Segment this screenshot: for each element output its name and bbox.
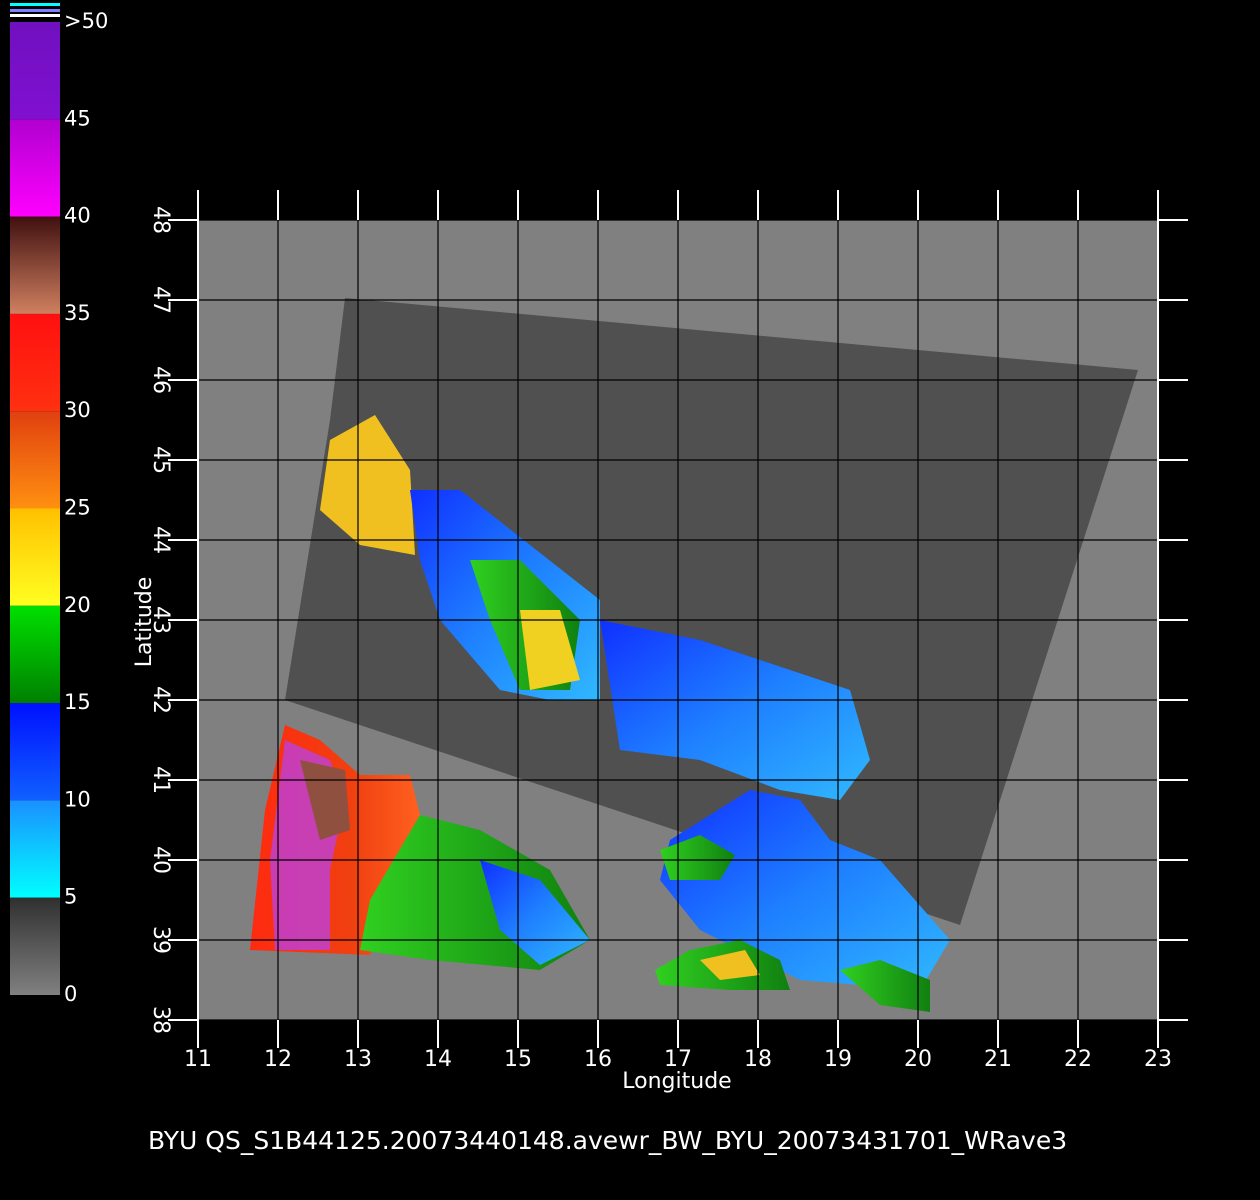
wind-region bbox=[320, 415, 415, 555]
x-tick-label: 20 bbox=[904, 1047, 932, 1072]
colorbar-stripe bbox=[10, 3, 60, 6]
wind-region bbox=[480, 860, 590, 965]
x-tick-label: 12 bbox=[264, 1047, 292, 1072]
colorbar-segment bbox=[10, 703, 60, 801]
x-tick-label: 14 bbox=[424, 1047, 452, 1072]
ticks: 11 12 13 14 15 16 17 18 19 20 21 22 23 38 39 40 41 42 43 44… bbox=[148, 190, 1188, 1072]
colorbar-segment bbox=[10, 508, 60, 606]
colorbar-label: 40 bbox=[64, 204, 91, 228]
y-tick-label: 42 bbox=[148, 686, 173, 714]
colorbar-segment bbox=[10, 313, 60, 412]
wind-region bbox=[660, 835, 735, 880]
x-tick-label: 23 bbox=[1144, 1047, 1172, 1072]
colorbar-label: 10 bbox=[64, 787, 91, 811]
y-tick-label: 38 bbox=[148, 1006, 173, 1034]
colorbar-label: 0 bbox=[64, 982, 77, 1006]
wind-region bbox=[520, 610, 580, 690]
colorbar-label: 20 bbox=[64, 593, 91, 617]
y-tick-label: 45 bbox=[148, 446, 173, 474]
colorbar-segment bbox=[10, 897, 60, 995]
y-tick-label: 41 bbox=[148, 766, 173, 794]
y-tick-label: 46 bbox=[148, 366, 173, 394]
colorbar-segment bbox=[10, 800, 60, 898]
caption: BYU QS_S1B44125.20073440148.avewr_BW_BYU… bbox=[148, 1126, 1067, 1155]
colorbar-label: 5 bbox=[64, 885, 77, 909]
colorbar-stripe bbox=[10, 9, 60, 12]
colorbar-label: 30 bbox=[64, 398, 91, 422]
colorbar-stripe bbox=[10, 14, 60, 17]
x-tick-label: 18 bbox=[744, 1047, 772, 1072]
colorbar-segment bbox=[10, 216, 60, 314]
colorbar-label: >50 bbox=[64, 9, 108, 33]
colorbar-segment bbox=[10, 605, 60, 704]
x-tick-label: 13 bbox=[344, 1047, 372, 1072]
colorbar-label: 45 bbox=[64, 106, 91, 130]
x-tick-label: 19 bbox=[824, 1047, 852, 1072]
y-tick-label: 48 bbox=[148, 206, 173, 234]
colorbar-segment bbox=[10, 119, 60, 217]
colorbar: >50 45 40 35 30 25 20 15 10 5 0 bbox=[10, 3, 108, 1006]
x-tick-label: 17 bbox=[664, 1047, 692, 1072]
colorbar-label: 35 bbox=[64, 301, 91, 325]
y-tick-label: 39 bbox=[148, 926, 173, 954]
y-tick-label: 47 bbox=[148, 286, 173, 314]
y-tick-label: 44 bbox=[148, 526, 173, 554]
x-tick-label: 11 bbox=[184, 1047, 212, 1072]
wind-region bbox=[700, 950, 760, 980]
wind-region bbox=[600, 620, 870, 800]
swath bbox=[285, 298, 1138, 925]
x-tick-label: 16 bbox=[584, 1047, 612, 1072]
colorbar-segment bbox=[10, 411, 60, 509]
wind-region bbox=[840, 960, 930, 1012]
y-tick-label: 43 bbox=[148, 606, 173, 634]
x-tick-label: 15 bbox=[504, 1047, 532, 1072]
x-tick-label: 22 bbox=[1064, 1047, 1092, 1072]
y-axis-label: Latitude bbox=[132, 577, 157, 668]
x-tick-label: 21 bbox=[984, 1047, 1012, 1072]
y-tick-label: 40 bbox=[148, 846, 173, 874]
x-axis-label: Longitude bbox=[622, 1069, 731, 1094]
colorbar-label: 25 bbox=[64, 496, 91, 520]
colorbar-segment bbox=[10, 22, 60, 120]
colorbar-label: 15 bbox=[64, 690, 91, 714]
